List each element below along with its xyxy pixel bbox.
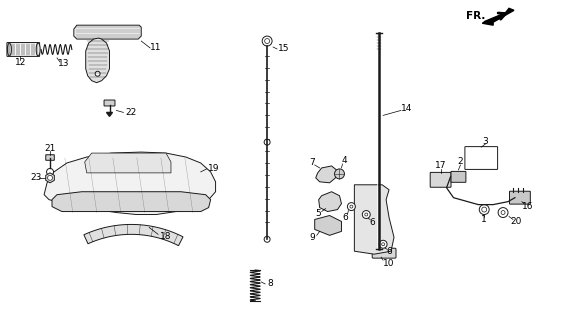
Circle shape (265, 39, 270, 44)
Circle shape (379, 240, 387, 248)
Text: 5: 5 (315, 209, 320, 218)
Circle shape (498, 208, 508, 218)
Circle shape (264, 139, 270, 145)
Circle shape (501, 211, 505, 214)
Text: 16: 16 (522, 202, 534, 211)
Circle shape (365, 213, 368, 216)
Text: 17: 17 (435, 162, 446, 171)
Circle shape (264, 236, 270, 242)
Circle shape (482, 207, 486, 212)
Text: 6: 6 (386, 247, 392, 256)
Text: 2: 2 (458, 157, 463, 166)
Ellipse shape (7, 43, 11, 56)
Text: 3: 3 (482, 137, 488, 146)
Text: 14: 14 (401, 104, 413, 113)
Text: 15: 15 (278, 44, 290, 53)
Text: 19: 19 (208, 164, 220, 173)
Polygon shape (86, 38, 110, 83)
Text: 13: 13 (58, 59, 70, 68)
Circle shape (363, 211, 370, 219)
Text: 1: 1 (481, 215, 487, 224)
Polygon shape (74, 25, 141, 39)
Text: 11: 11 (150, 44, 162, 52)
Text: 12: 12 (15, 58, 26, 67)
FancyBboxPatch shape (430, 172, 451, 187)
Polygon shape (84, 153, 171, 173)
Polygon shape (84, 224, 183, 246)
Text: 4: 4 (342, 156, 347, 165)
FancyBboxPatch shape (104, 100, 115, 106)
Circle shape (347, 203, 355, 211)
Polygon shape (354, 185, 394, 254)
Text: 10: 10 (383, 259, 395, 268)
Text: 18: 18 (160, 232, 172, 241)
FancyBboxPatch shape (510, 191, 530, 204)
Circle shape (350, 205, 353, 208)
Text: 22: 22 (126, 108, 137, 117)
Text: 21: 21 (44, 144, 56, 153)
Polygon shape (482, 8, 514, 25)
Polygon shape (46, 173, 54, 183)
Text: 23: 23 (30, 173, 42, 182)
Text: 8: 8 (267, 279, 273, 288)
Text: FR.: FR. (466, 11, 486, 21)
FancyBboxPatch shape (46, 155, 54, 160)
Circle shape (479, 204, 489, 214)
FancyBboxPatch shape (451, 172, 466, 182)
Polygon shape (52, 192, 211, 212)
Circle shape (47, 175, 52, 180)
Text: 6: 6 (342, 213, 348, 222)
Circle shape (334, 169, 345, 179)
FancyBboxPatch shape (465, 147, 498, 169)
Text: 20: 20 (510, 217, 522, 226)
Text: 9: 9 (310, 233, 316, 242)
Polygon shape (316, 166, 337, 183)
Circle shape (262, 36, 272, 46)
Ellipse shape (36, 43, 40, 56)
Circle shape (95, 71, 100, 76)
Text: 6: 6 (369, 218, 375, 227)
Polygon shape (319, 192, 342, 212)
Circle shape (382, 243, 385, 246)
Polygon shape (315, 215, 342, 235)
Circle shape (47, 168, 53, 175)
Text: 7: 7 (309, 158, 315, 167)
FancyBboxPatch shape (372, 248, 396, 258)
Polygon shape (44, 152, 216, 214)
Polygon shape (106, 112, 113, 116)
FancyBboxPatch shape (7, 43, 39, 56)
